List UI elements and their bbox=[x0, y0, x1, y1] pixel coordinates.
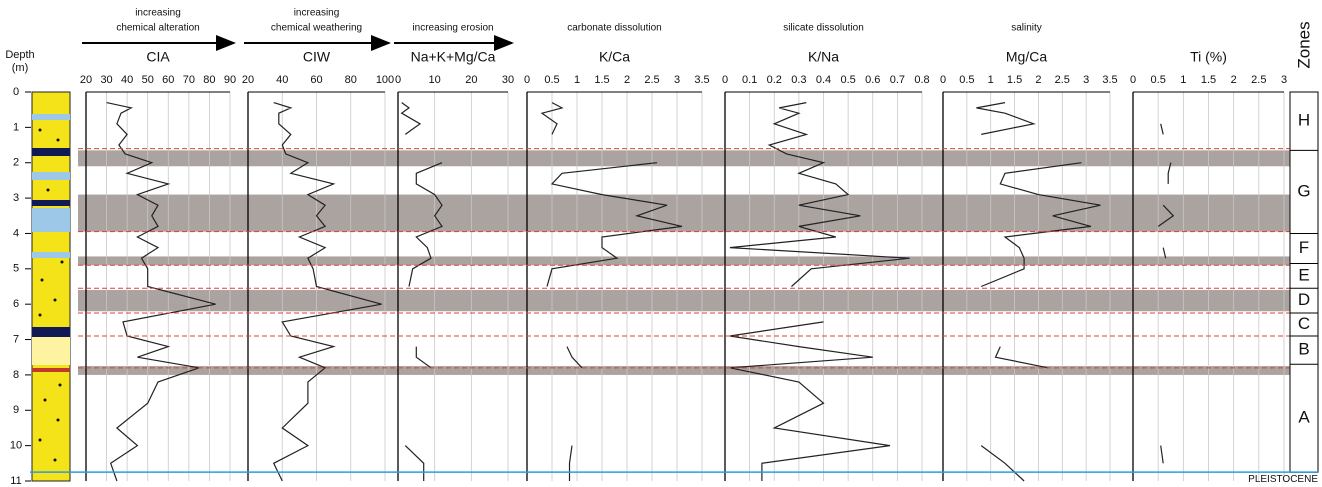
shaded-band bbox=[78, 256, 1290, 265]
panel-header: salinity bbox=[1011, 23, 1042, 34]
x-tick-label: 0.7 bbox=[890, 74, 905, 86]
x-tick-label: 10 bbox=[429, 74, 441, 86]
zone-label: F bbox=[1299, 238, 1309, 257]
panel-header: carbonate dissolution bbox=[567, 23, 662, 34]
x-tick-label: 30 bbox=[502, 74, 514, 86]
x-tick-label: 1 bbox=[574, 74, 580, 86]
shaded-band bbox=[78, 290, 1290, 311]
zone-label: A bbox=[1298, 408, 1310, 427]
x-tick-label: 2 bbox=[1035, 74, 1041, 86]
x-tick-label: 3 bbox=[1281, 74, 1287, 86]
y-tick-label: 3 bbox=[13, 192, 19, 204]
shaded-band bbox=[78, 195, 1290, 232]
zone-label: B bbox=[1298, 340, 1309, 359]
panel-title: K/Na bbox=[808, 49, 839, 65]
x-tick-label: 20 bbox=[465, 74, 477, 86]
x-tick-label: 1 bbox=[1180, 74, 1186, 86]
x-tick-label: 3 bbox=[1083, 74, 1089, 86]
x-tick-label: 2 bbox=[624, 74, 630, 86]
x-tick-label: 3 bbox=[674, 74, 680, 86]
lithology-column bbox=[32, 92, 70, 481]
shaded-band bbox=[78, 366, 1290, 375]
x-tick-label: 2.5 bbox=[1251, 74, 1266, 86]
panel-header: increasing bbox=[135, 8, 181, 19]
panel-title: Mg/Ca bbox=[1006, 49, 1047, 65]
y-tick-label: 2 bbox=[13, 157, 19, 169]
x-tick-label: 0 bbox=[722, 74, 728, 86]
panel-title: Na+K+Mg/Ca bbox=[411, 49, 496, 65]
x-tick-label: 50 bbox=[142, 74, 154, 86]
x-tick-label: 0 bbox=[1130, 74, 1136, 86]
x-tick-label: 0.5 bbox=[544, 74, 559, 86]
panel-header: increasing bbox=[294, 8, 340, 19]
x-tick-label: 2 bbox=[1231, 74, 1237, 86]
x-tick-label: 20 bbox=[242, 74, 254, 86]
x-tick-label: 40 bbox=[121, 74, 133, 86]
x-tick-label: 3.5 bbox=[694, 74, 709, 86]
x-tick-label: 0.3 bbox=[791, 74, 806, 86]
x-tick-label: 80 bbox=[203, 74, 215, 86]
x-tick-label: 40 bbox=[276, 74, 288, 86]
panel-header: increasing erosion bbox=[412, 23, 493, 34]
panel-title: CIA bbox=[146, 49, 170, 65]
zone-label: C bbox=[1298, 314, 1310, 333]
x-tick-label: 0.4 bbox=[816, 74, 831, 86]
x-tick-label: 0 bbox=[524, 74, 530, 86]
x-tick-label: 1.5 bbox=[594, 74, 609, 86]
panel-title: Ti (%) bbox=[1190, 49, 1227, 65]
zone-label: H bbox=[1298, 111, 1310, 130]
x-tick-label: 1.5 bbox=[1007, 74, 1022, 86]
x-tick-label: 60 bbox=[310, 74, 322, 86]
x-tick-label: 70 bbox=[183, 74, 195, 86]
x-tick-label: 60 bbox=[162, 74, 174, 86]
panel-header: silicate dissolution bbox=[783, 23, 864, 34]
x-tick-label: 30 bbox=[100, 74, 112, 86]
y-tick-label: 11 bbox=[10, 475, 21, 487]
depth-label: (m) bbox=[12, 62, 29, 74]
zone-label: G bbox=[1297, 181, 1310, 200]
y-tick-label: 4 bbox=[13, 227, 19, 239]
y-tick-label: 9 bbox=[13, 404, 19, 416]
chart: Zones Depth (m) 012345678910112030405060… bbox=[0, 0, 1322, 487]
x-tick-label: 1.5 bbox=[1201, 74, 1216, 86]
x-tick-label: 0 bbox=[395, 74, 401, 86]
x-tick-label: 0.5 bbox=[1151, 74, 1166, 86]
x-tick-label: 2.5 bbox=[1055, 74, 1070, 86]
x-tick-label: 3.5 bbox=[1102, 74, 1117, 86]
x-tick-label: 80 bbox=[345, 74, 357, 86]
y-tick-label: 8 bbox=[13, 369, 19, 381]
y-tick-label: 7 bbox=[13, 333, 19, 345]
panel-title: K/Ca bbox=[599, 49, 630, 65]
x-tick-label: 0.8 bbox=[914, 74, 929, 86]
y-tick-label: 10 bbox=[10, 440, 22, 452]
zone-label: E bbox=[1298, 265, 1309, 284]
x-tick-label: 90 bbox=[224, 74, 236, 86]
y-tick-label: 1 bbox=[13, 121, 19, 133]
x-tick-label: 20 bbox=[80, 74, 92, 86]
panel-header: chemical alteration bbox=[116, 23, 199, 34]
x-tick-label: 1 bbox=[988, 74, 994, 86]
x-tick-label: 2.5 bbox=[644, 74, 659, 86]
panel-title: CIW bbox=[303, 49, 331, 65]
y-tick-label: 6 bbox=[13, 298, 19, 310]
zone-label: D bbox=[1298, 290, 1310, 309]
shaded-band bbox=[78, 150, 1290, 166]
y-tick-label: 0 bbox=[13, 86, 19, 98]
x-tick-label: 0.5 bbox=[840, 74, 855, 86]
x-tick-label: 0.1 bbox=[742, 74, 757, 86]
x-tick-label: 0 bbox=[940, 74, 946, 86]
x-tick-label: 100 bbox=[376, 74, 394, 86]
panel-header: chemical weathering bbox=[271, 23, 362, 34]
x-tick-label: 0.2 bbox=[767, 74, 782, 86]
base-label: PLEISTOCENE bbox=[1248, 474, 1318, 485]
x-tick-label: 0.6 bbox=[865, 74, 880, 86]
zones-title: Zones bbox=[1294, 21, 1313, 68]
depth-label: Depth bbox=[5, 49, 34, 61]
x-tick-label: 0.5 bbox=[959, 74, 974, 86]
y-tick-label: 5 bbox=[13, 263, 19, 275]
